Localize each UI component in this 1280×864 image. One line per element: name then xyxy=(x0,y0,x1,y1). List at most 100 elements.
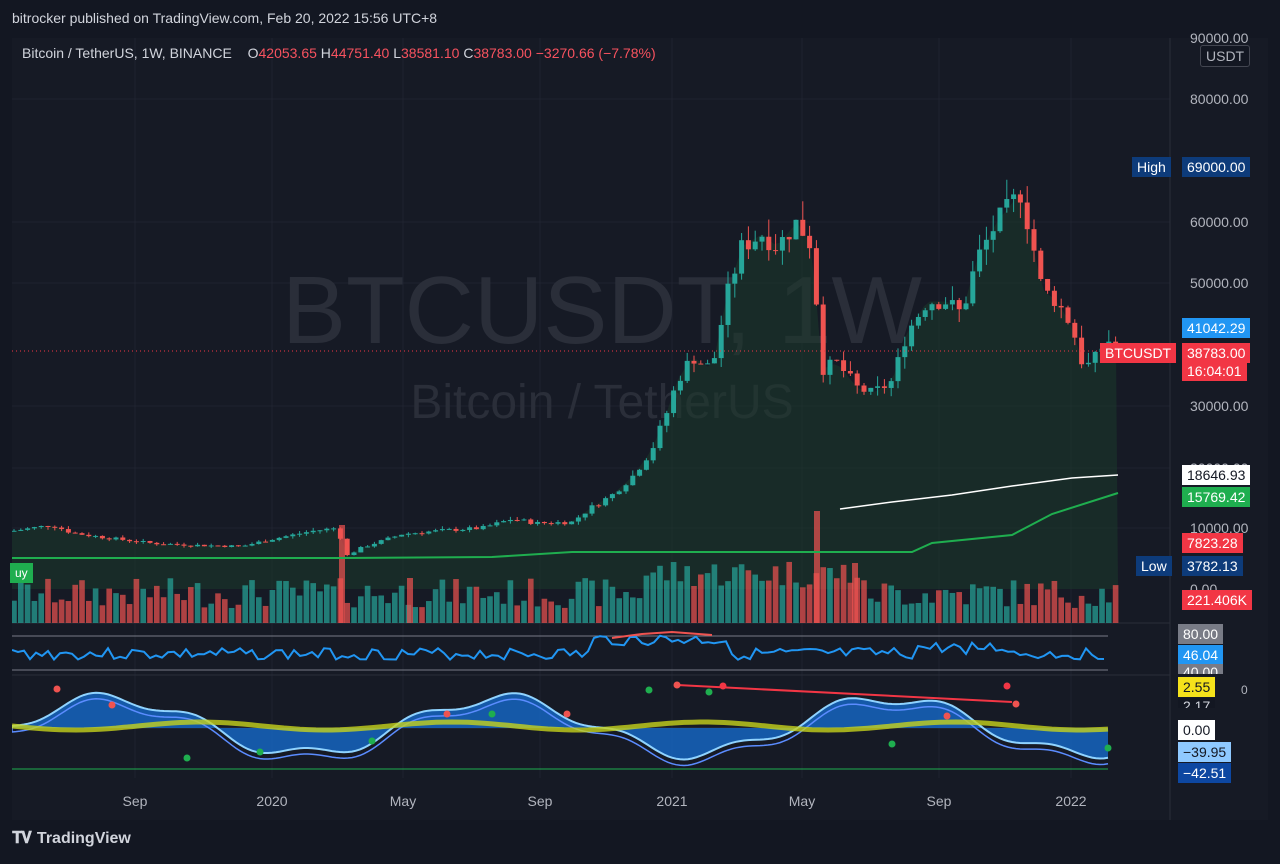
volume-bar xyxy=(718,585,724,623)
candle-body xyxy=(378,540,384,544)
volume-bar xyxy=(786,561,792,623)
volume-bar xyxy=(140,588,146,623)
signal-dot xyxy=(488,710,496,718)
candle-body xyxy=(745,240,751,250)
candle-body xyxy=(79,533,85,535)
volume-bar xyxy=(636,598,643,623)
volume-bar xyxy=(133,578,140,623)
volume-bar xyxy=(99,605,106,623)
price-tick-90000: 90000.00 xyxy=(1190,30,1249,46)
footer[interactable]: 𝐓𝐕 TradingView xyxy=(12,830,131,848)
tradingview-logo-icon: 𝐓𝐕 xyxy=(12,830,32,847)
candle-body xyxy=(983,239,989,250)
candle-body xyxy=(487,525,493,527)
rsi-upper-tag: 80.00 xyxy=(1178,624,1224,644)
price-tick-80000: 80000.00 xyxy=(1190,91,1249,107)
volume-bar xyxy=(398,585,405,623)
high-label-tag: High xyxy=(1132,157,1171,177)
volume-bar xyxy=(1112,585,1119,623)
candle-body xyxy=(827,359,833,375)
volume-bar xyxy=(228,607,235,623)
candle-body xyxy=(1045,278,1051,291)
candle-body xyxy=(929,304,935,311)
volume-bar xyxy=(378,595,384,623)
candle-body xyxy=(793,219,799,240)
volume-bar xyxy=(460,603,466,623)
signal-dot xyxy=(888,740,896,748)
candle-body xyxy=(773,250,779,252)
legend-close: 38783.00 xyxy=(473,45,532,61)
signal-dot xyxy=(1012,700,1020,708)
volume-bar xyxy=(1044,589,1051,623)
volume-spike xyxy=(407,578,413,623)
candle-body xyxy=(290,534,296,537)
candle-body xyxy=(854,373,860,386)
rsi-overbought-segment xyxy=(611,630,713,639)
volume-bar xyxy=(766,580,772,623)
chart-canvas[interactable]: BTCUSDT, 1W Bitcoin / TetherUS xyxy=(12,38,1268,820)
volume-bar xyxy=(752,574,758,623)
candle-body xyxy=(167,543,173,545)
candle-body xyxy=(86,534,92,537)
time-label-may-2020: May xyxy=(389,793,417,809)
volume-bar xyxy=(990,586,996,623)
candle-body xyxy=(127,539,133,542)
candle-body xyxy=(310,530,316,533)
candle-body xyxy=(970,271,976,304)
volume-bar xyxy=(1004,606,1010,623)
candle-body xyxy=(12,530,17,532)
candle-body xyxy=(528,519,534,524)
candle-body xyxy=(1051,290,1057,306)
candle-body xyxy=(569,521,575,525)
volume-bar xyxy=(793,582,799,623)
volume-bar xyxy=(1010,580,1017,623)
volume-bar xyxy=(602,579,609,623)
unit-label[interactable]: USDT xyxy=(1200,45,1251,67)
candle-body xyxy=(405,533,411,535)
volume-bar xyxy=(575,581,582,623)
publisher-line: bitrocker published on TradingView.com, … xyxy=(12,10,438,26)
candle-body xyxy=(922,310,928,317)
volume-bar xyxy=(201,607,208,623)
volume-bar xyxy=(453,579,459,623)
volume-bar xyxy=(1092,605,1098,623)
osc-signal-line xyxy=(12,698,1109,767)
candle-body xyxy=(990,231,996,240)
candle-body xyxy=(1017,194,1023,203)
volume-bar xyxy=(473,586,480,623)
candle-body xyxy=(188,545,194,547)
volume-bar xyxy=(113,593,119,623)
signal-dot xyxy=(443,710,451,718)
candle-body xyxy=(65,529,71,533)
volume-bar xyxy=(827,568,833,623)
candle-body xyxy=(711,358,717,364)
candle-body xyxy=(915,316,921,326)
candle-body xyxy=(671,390,677,414)
time-label-may-2021: May xyxy=(788,793,816,809)
candle-body xyxy=(841,360,847,372)
candle-body xyxy=(317,530,323,532)
candle-body xyxy=(997,207,1003,232)
volume-bar xyxy=(779,585,786,623)
volume-bar xyxy=(895,590,901,623)
candle-body xyxy=(1085,362,1091,365)
volume-bar xyxy=(446,601,452,623)
candle-body xyxy=(208,545,214,547)
signal-dot xyxy=(645,686,653,694)
volume-bar xyxy=(364,585,371,623)
volume-bar xyxy=(881,583,888,623)
volume-bar xyxy=(888,585,894,623)
candle-body xyxy=(909,325,915,347)
volume-bar xyxy=(1058,597,1064,623)
volume-bar xyxy=(942,589,949,623)
volume-bar xyxy=(167,578,174,623)
volume-bar xyxy=(929,602,935,623)
volume-bar xyxy=(684,566,690,623)
last-price-tag: 38783.00 xyxy=(1182,343,1251,363)
candle-body xyxy=(201,544,207,547)
volume-bar xyxy=(290,587,296,623)
volume-bar xyxy=(385,603,391,623)
time-label-2022: 2022 xyxy=(1055,793,1087,809)
price-tick-60000: 60000.00 xyxy=(1190,214,1249,230)
volume-bar xyxy=(38,593,44,623)
